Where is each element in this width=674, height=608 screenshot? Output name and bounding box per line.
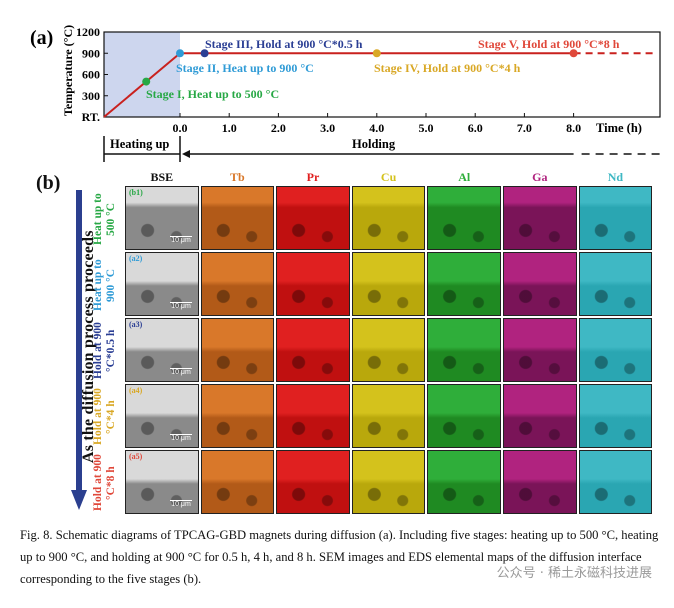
scale-bar: 10 μm bbox=[170, 434, 192, 442]
eds-map-ga bbox=[503, 450, 577, 514]
bse-image: (a3) 10 μm bbox=[125, 318, 199, 382]
x-tick-label: 2.0 bbox=[271, 121, 286, 135]
stage-label: Stage IV, Hold at 900 °C*4 h bbox=[374, 61, 521, 75]
eds-map-cu bbox=[351, 384, 426, 448]
image-tag: (a2) bbox=[129, 254, 143, 263]
eds-map-nd bbox=[578, 384, 653, 448]
stage-marker bbox=[372, 49, 381, 58]
eds-map-nd bbox=[578, 318, 653, 382]
y-tick-label: 600 bbox=[82, 68, 100, 82]
eds-map-tb bbox=[200, 450, 275, 514]
panel-b-label: (b) bbox=[36, 172, 61, 194]
phase-heating-label: Heating up bbox=[110, 137, 169, 151]
sem-eds-grid: BSE Tb Pr Cu Al Ga Nd (b1) 10 μm (a2) 10 μm (a3) 10 … bbox=[124, 168, 656, 514]
column-header: Cu bbox=[380, 170, 397, 184]
eds-map-al bbox=[427, 186, 501, 250]
heating-ramp-line bbox=[103, 52, 181, 118]
image-tag: (a3) bbox=[129, 320, 143, 329]
eds-map-ga bbox=[503, 252, 577, 316]
row-label: Heat up to 500 °C bbox=[92, 193, 117, 245]
stage-label: Stage II, Heat up to 900 °C bbox=[176, 61, 314, 75]
column-header: Al bbox=[458, 170, 471, 184]
eds-map-ga bbox=[503, 318, 577, 382]
eds-map-cu bbox=[351, 318, 426, 382]
eds-map-cu bbox=[351, 252, 426, 316]
column-header: Tb bbox=[230, 170, 245, 184]
x-tick-label: 5.0 bbox=[419, 121, 434, 135]
row-label: Hold at 900 °C*0.5 h bbox=[92, 322, 117, 380]
scale-bar: 10 μm bbox=[170, 500, 192, 508]
y-tick-label: 1200 bbox=[76, 25, 100, 39]
eds-map-tb bbox=[200, 384, 275, 448]
column-header: Nd bbox=[607, 170, 624, 184]
eds-map-nd bbox=[578, 450, 653, 514]
eds-map-cu bbox=[351, 186, 426, 250]
y-tick-label: 900 bbox=[82, 46, 100, 60]
column-header: BSE bbox=[150, 170, 174, 184]
eds-map-al bbox=[427, 384, 501, 448]
scale-bar: 10 μm bbox=[170, 368, 192, 376]
panel-a-temperature-chart: (a) Temperature (°C) RT. 300 600 900 1200 0.0… bbox=[0, 0, 674, 170]
eds-map-cu bbox=[351, 450, 426, 514]
eds-map-al bbox=[427, 318, 501, 382]
watermark-text: 公众号 · 稀土永磁科技进展 bbox=[496, 566, 652, 581]
bse-image: (a4) 10 μm bbox=[125, 384, 199, 448]
scale-bar: 10 μm bbox=[170, 302, 192, 310]
stage-marker bbox=[142, 77, 151, 86]
eds-map-pr bbox=[276, 252, 350, 316]
process-direction-arrow bbox=[71, 190, 87, 510]
eds-map-tb bbox=[200, 252, 275, 316]
stage-marker bbox=[569, 49, 578, 58]
eds-map-pr bbox=[276, 186, 350, 250]
image-tag: (a5) bbox=[129, 452, 143, 461]
image-tag: (b1) bbox=[129, 188, 143, 197]
x-tick-label: 6.0 bbox=[468, 121, 483, 135]
eds-map-ga bbox=[503, 384, 577, 448]
column-header: Ga bbox=[532, 170, 548, 184]
row-label: Heat up to 900 °C bbox=[92, 259, 117, 311]
stage-label: Stage I, Heat up to 500 °C bbox=[146, 87, 279, 101]
eds-map-tb bbox=[200, 186, 275, 250]
eds-map-pr bbox=[276, 318, 350, 382]
holding-arrowhead bbox=[182, 150, 190, 158]
phase-holding-label: Holding bbox=[352, 137, 396, 151]
y-tick-label: 300 bbox=[82, 89, 100, 103]
x-tick-label: 1.0 bbox=[222, 121, 237, 135]
x-axis-label: Time (h) bbox=[596, 121, 642, 135]
figure-caption: Fig. 8. Schematic diagrams of TPCAG-GBD … bbox=[20, 528, 659, 586]
row-label: Hold at 900 °C*4 h bbox=[92, 388, 117, 446]
bse-image: (a2) 10 μm bbox=[125, 252, 199, 316]
eds-map-al bbox=[427, 450, 501, 514]
heating-region bbox=[104, 32, 180, 117]
stage-label: Stage III, Hold at 900 °C*0.5 h bbox=[205, 37, 363, 51]
x-tick-label: 4.0 bbox=[369, 121, 384, 135]
bse-image: (b1) 10 μm bbox=[125, 186, 199, 250]
eds-map-nd bbox=[578, 186, 653, 250]
panel-a-label: (a) bbox=[30, 27, 53, 49]
eds-map-pr bbox=[276, 450, 350, 514]
y-tick-label: RT. bbox=[82, 110, 100, 124]
stage-marker bbox=[176, 49, 184, 58]
stage-label: Stage V, Hold at 900 °C*8 h bbox=[478, 37, 620, 51]
y-axis-label: Temperature (°C) bbox=[61, 25, 75, 116]
eds-map-pr bbox=[276, 384, 350, 448]
stage-marker bbox=[200, 49, 209, 58]
row-label: Hold at 900 °C*8 h bbox=[92, 454, 117, 512]
x-tick-label: 8.0 bbox=[566, 121, 581, 135]
eds-map-tb bbox=[200, 318, 275, 382]
temperature-profile-chart: (a) Temperature (°C) RT. 300 600 900 1200 0.0… bbox=[30, 25, 661, 162]
image-tag: (a4) bbox=[129, 386, 143, 395]
column-header: Pr bbox=[306, 170, 320, 184]
x-tick-label: 7.0 bbox=[517, 121, 532, 135]
x-tick-label: 0.0 bbox=[173, 121, 188, 135]
eds-map-al bbox=[427, 252, 501, 316]
eds-map-ga bbox=[503, 186, 577, 250]
x-tick-label: 3.0 bbox=[320, 121, 335, 135]
bse-image: (a5) 10 μm bbox=[125, 450, 199, 514]
scale-bar: 10 μm bbox=[170, 236, 192, 244]
eds-map-nd bbox=[578, 252, 653, 316]
